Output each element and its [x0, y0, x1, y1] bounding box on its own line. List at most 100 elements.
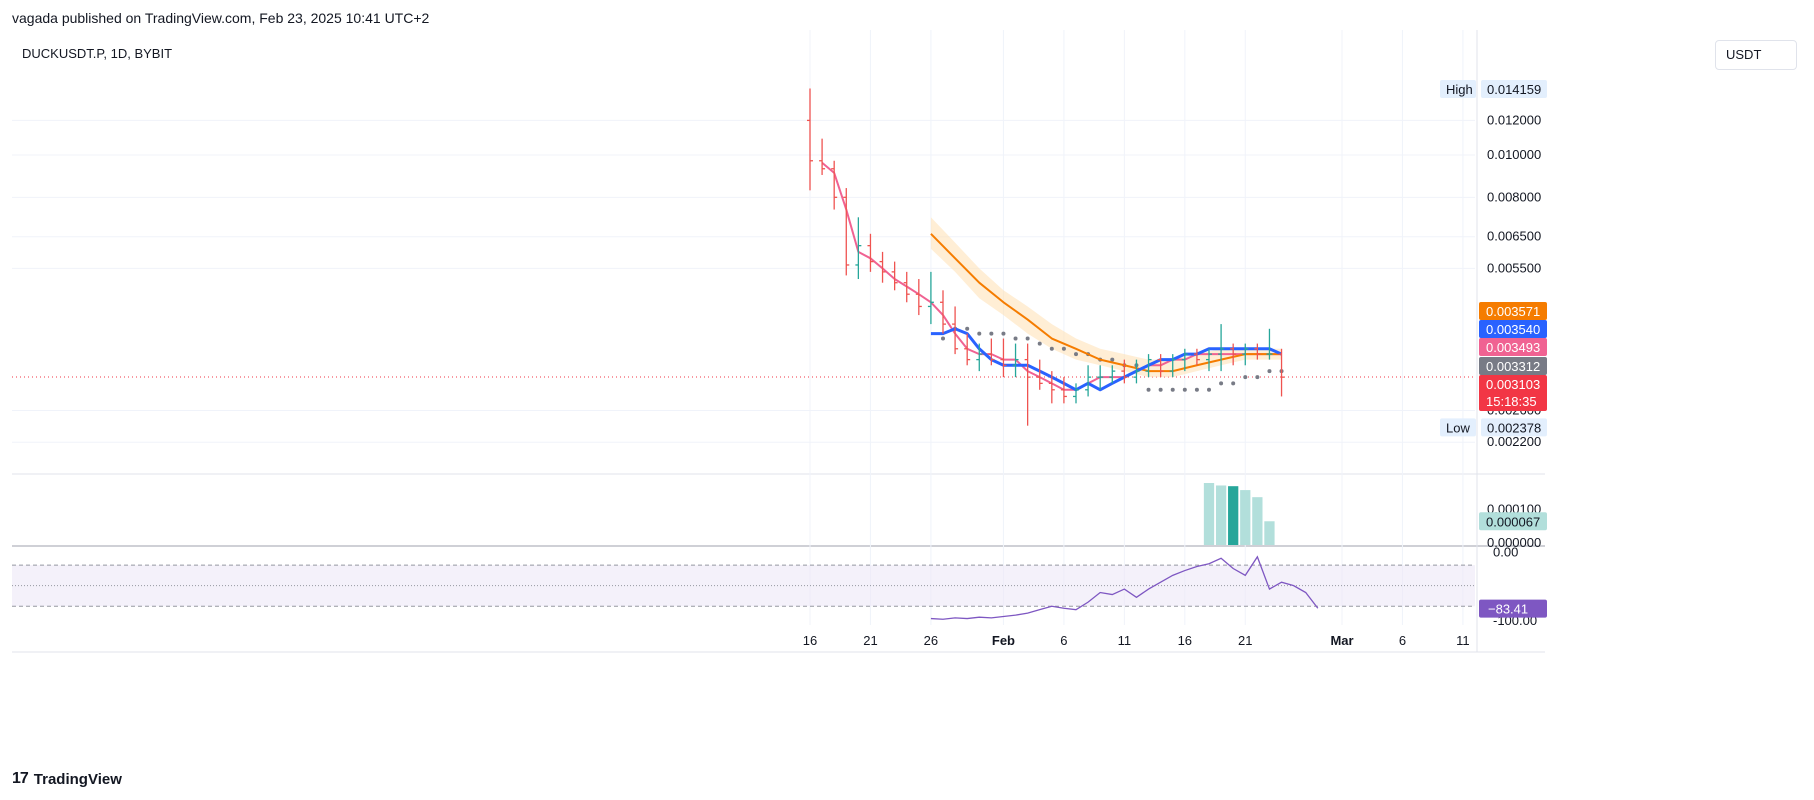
price-tick-label: 0.002200	[1487, 434, 1541, 449]
ohlc-bar	[1206, 348, 1212, 372]
sar-dot	[989, 331, 994, 336]
time-tick-label: 21	[863, 633, 877, 648]
sar-dot	[1037, 341, 1042, 346]
low-value-bg	[1481, 418, 1547, 437]
ohlc-bar	[1242, 343, 1249, 366]
time-axis[interactable]: 16 21 26 Feb 6 11 16 21 Mar 6 11	[803, 633, 1470, 648]
chart-canvas[interactable]: 0.012000 0.010000 0.008000 0.006500 0.005500…	[0, 0, 1814, 760]
sar-dot	[977, 331, 982, 336]
ohlc-bar	[1278, 348, 1285, 397]
oscillator-line	[930, 555, 1319, 620]
low-value: 0.002378	[1487, 420, 1541, 435]
footer-brand[interactable]: 17 TradingView	[12, 770, 122, 788]
price-label: 0.003571	[1479, 302, 1547, 320]
symbol-title[interactable]: DUCKUSDT.P, 1D, BYBIT	[22, 46, 173, 61]
price-grid	[12, 30, 1545, 653]
price-label-bg	[1479, 357, 1547, 375]
time-tick-label: 16	[803, 633, 817, 648]
sar-dot	[1170, 387, 1175, 392]
ohlc-bar	[1230, 343, 1237, 366]
ohlc-bar	[964, 333, 971, 366]
histogram-bar	[1240, 490, 1251, 545]
low-label: Low	[1446, 420, 1470, 435]
currency-selector[interactable]: USDT	[1715, 40, 1797, 70]
ohlc-bar	[1036, 359, 1043, 390]
ohlc-bar	[1048, 371, 1055, 404]
ohlc-bar	[952, 306, 959, 355]
ohlc-bar	[1218, 324, 1225, 372]
ohlc-bar	[1266, 328, 1273, 360]
sar-dot	[1001, 331, 1006, 336]
time-tick-label: 11	[1118, 633, 1132, 648]
ohlc-bar	[1121, 359, 1128, 384]
price-label-value: 0.003312	[1486, 359, 1540, 374]
ohlc-bar	[1000, 338, 1007, 378]
oscillator-pane: 0.00-100.00−83.41	[12, 544, 1547, 628]
ohlc-bar	[1073, 383, 1079, 404]
ohlc-bar	[879, 251, 886, 283]
ohlc-bars	[807, 88, 1285, 426]
sar-dot	[965, 326, 970, 331]
sar-dot	[1061, 346, 1066, 351]
price-label-bg	[1479, 338, 1547, 356]
ohlc-bar	[988, 338, 995, 366]
sar-dot	[1049, 346, 1054, 351]
brand-name: TradingView	[33, 770, 122, 788]
sar-dot	[1267, 369, 1272, 374]
sar-dot	[1207, 387, 1211, 392]
ohlc-bar	[867, 233, 874, 272]
histogram-last-bg	[1479, 512, 1547, 531]
price-label: 0.003540	[1479, 320, 1547, 338]
time-tick-label: 6	[1060, 633, 1067, 648]
ohlc-bar	[927, 271, 934, 325]
time-tick-label: 26	[924, 633, 938, 648]
tradingview-logo-icon: 17	[12, 770, 29, 787]
histogram-bar	[1203, 483, 1215, 545]
ohlc-bar	[843, 188, 850, 276]
histogram-bar	[1252, 497, 1263, 545]
ohlc-bar	[1169, 354, 1176, 378]
ohlc-bar	[976, 343, 983, 372]
price-axis[interactable]: 0.012000 0.010000 0.008000 0.006500 0.005500…	[1440, 80, 1547, 449]
ohlc-bar	[807, 88, 813, 191]
price-label-bg	[1479, 302, 1547, 320]
price-tick-label: 0.008000	[1487, 189, 1541, 204]
ohlc-bar	[831, 160, 838, 210]
high-value-bg	[1481, 80, 1547, 99]
oscillator-last-value: −83.41	[1488, 602, 1528, 617]
ohlc-bar	[1157, 354, 1164, 378]
price-label: 0.003103 15:18:35	[1479, 375, 1547, 411]
ohlc-bar	[1181, 348, 1188, 372]
histogram-bar	[1215, 485, 1227, 545]
ohlc-bar	[1193, 348, 1200, 366]
indicator-band	[930, 217, 1282, 378]
sar-dot	[1013, 336, 1018, 341]
histogram-bar	[1264, 521, 1275, 545]
time-tick-label: 11	[1456, 633, 1470, 648]
time-tick-label: 6	[1399, 633, 1406, 648]
ohlc-bar	[1024, 343, 1031, 426]
price-label-value: 0.003493	[1486, 340, 1540, 355]
price-tick-label: 0.005500	[1487, 260, 1541, 275]
histogram-tick-label: 0.000000	[1487, 535, 1541, 550]
sar-dot	[1231, 381, 1236, 386]
high-marker: High 0.014159	[1440, 80, 1547, 99]
price-tick-label: 0.010000	[1487, 147, 1541, 162]
band-area	[930, 217, 1282, 378]
price-label-bg	[1479, 375, 1547, 411]
bar-countdown: 15:18:35	[1486, 394, 1537, 409]
high-label-bg	[1440, 80, 1476, 99]
price-label-value: 0.003540	[1486, 322, 1540, 337]
low-marker: Low 0.002378	[1440, 418, 1547, 437]
price-label-bg	[1479, 320, 1547, 338]
sar-dot	[1219, 381, 1224, 386]
price-tick-label: 0.006500	[1487, 229, 1541, 244]
low-label-bg	[1440, 418, 1476, 437]
time-tick-label: Mar	[1330, 633, 1353, 648]
time-tick-label: 16	[1178, 633, 1192, 648]
ohlc-bar	[1060, 377, 1067, 404]
price-label-value: 0.003571	[1486, 304, 1540, 319]
ohlc-bar	[1085, 365, 1092, 397]
ohlc-bar	[940, 290, 946, 334]
ohlc-bar	[1133, 359, 1140, 384]
